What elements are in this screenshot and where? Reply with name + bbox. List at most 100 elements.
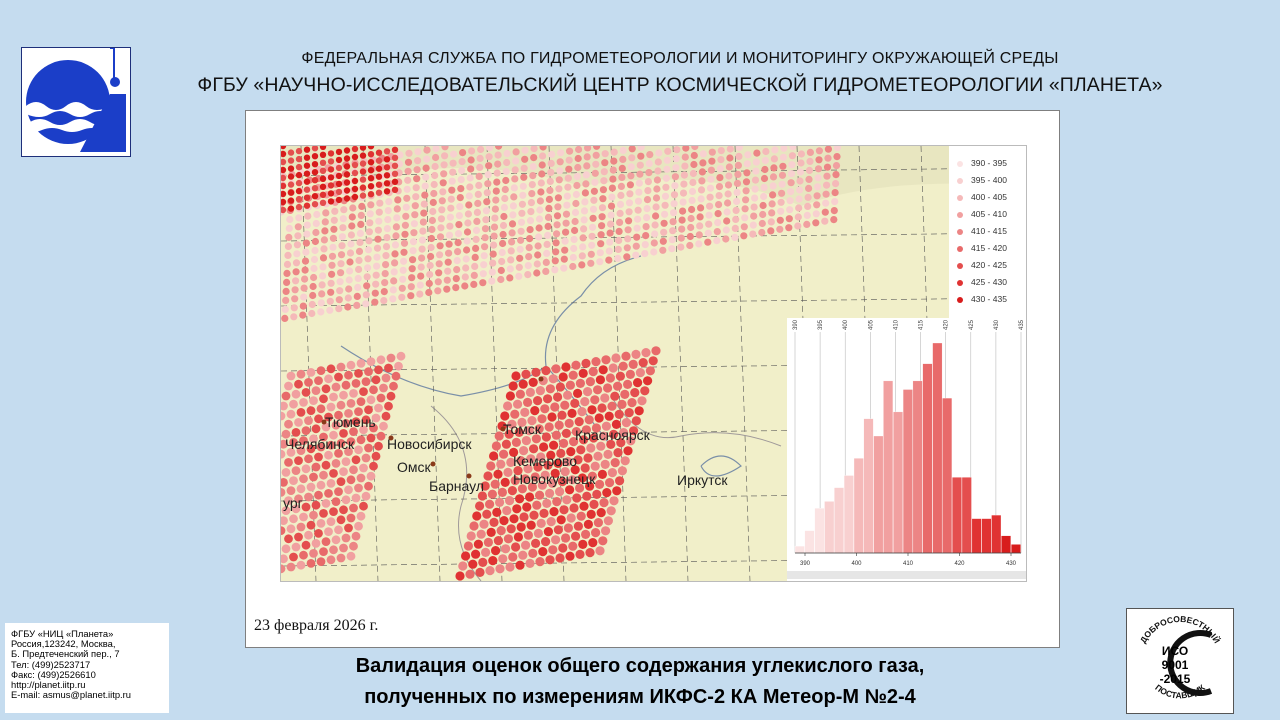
map-canvas [281,146,1026,581]
hist-bar [942,397,953,554]
city-label: Томск [503,421,541,437]
legend-label: 390 - 395 [971,158,1007,168]
hist-bar [873,435,884,554]
histogram: 390 395 400 405 410 415 420 425 430 435 390 400 410 4… [787,318,1026,581]
histogram-chart: 390 395 400 405 410 415 420 425 430 435 390 400 410 4… [787,318,1026,581]
legend-item: 420 - 425 [957,260,1007,276]
legend-item: 415 - 420 [957,243,1007,259]
hist-x-tick: 390 [800,561,811,567]
legend-label: 430 - 435 [971,294,1007,304]
header-line-1: ФЕДЕРАЛЬНАЯ СЛУЖБА ПО ГИДРОМЕТЕОРОЛОГИИ … [301,50,1059,67]
legend-swatch [957,160,963,167]
hist-bar [912,380,923,554]
city-label: Красноярск [575,427,650,443]
legend-item: 425 - 430 [957,277,1007,293]
hist-bar [883,380,894,554]
legend-label: 395 - 400 [971,175,1007,185]
hist-top-tick: 420 [944,319,950,330]
hist-bar [853,458,864,554]
planeta-logo-icon [26,47,126,152]
hist-bar [952,477,962,554]
legend-swatch [957,245,963,252]
slide-title-line-2: полученных по измерениям ИКФС-2 КА Метео… [364,686,916,708]
city-label: Челябинск [285,436,355,452]
hist-bar [794,545,805,554]
legend-label: 420 - 425 [971,260,1007,270]
legend-swatch [957,211,963,218]
map-legend: 390 - 395 395 - 400 400 - 405 405 - 410 410 … [949,146,1026,318]
city-label: Новокузнецк [513,471,596,487]
cert-line-3: -2015 [1160,672,1191,686]
city-label: Кемерово [513,453,577,469]
hist-x-tick: 400 [851,561,862,567]
hist-bar [1011,544,1021,554]
hist-top-tick: 430 [994,319,1000,330]
hist-bar [902,389,913,554]
legend-item: 395 - 400 [957,175,1007,191]
contact-line: E-mail: asmus@planet.iitp.ru [11,689,131,701]
legend-swatch [957,279,963,286]
contact-line: Факс: (499)2526610 [11,668,96,680]
legend-label: 425 - 430 [971,277,1007,287]
legend-swatch [957,296,963,303]
legend-label: 400 - 405 [971,192,1007,202]
legend-item: 405 - 410 [957,209,1007,225]
city-label: Омск [397,459,431,475]
hist-bar [932,342,943,554]
legend-swatch [957,177,963,184]
legend-item: 410 - 415 [957,226,1007,242]
hist-top-tick: 390 [793,319,799,330]
contact-line: Б. Предтеченский пер., 7 [11,648,120,660]
city-label: ург [283,495,303,511]
contact-line: http://planet.iitp.ru [11,679,86,691]
hist-top-tick: 405 [868,319,874,330]
cert-line-2: 9001 [1162,658,1189,672]
legend-item: 390 - 395 [957,158,1007,174]
co2-map: Тюмень Челябинск Новосибирск Омск Барнау… [280,145,1027,582]
hist-bar [804,530,815,554]
legend-item: 430 - 435 [957,294,1007,310]
hist-x-tick: 420 [954,561,965,567]
planeta-logo [21,47,131,157]
hist-top-tick: 400 [843,319,849,330]
hist-top-tick: 435 [1019,319,1025,330]
city-label: Тюмень [325,414,376,430]
legend-label: 415 - 420 [971,243,1007,253]
hist-top-tick: 410 [893,319,899,330]
hist-top-tick: 415 [919,319,925,330]
hist-bar [961,477,972,554]
hist-bar [971,518,982,554]
contact-line: Тел: (499)2523717 [11,658,91,670]
city-label: Барнаул [429,478,484,494]
hist-bar [922,363,933,554]
hist-bar [843,475,854,554]
hist-bar [814,508,825,554]
hist-x-tick: 430 [1006,561,1017,567]
hist-bar [981,518,992,554]
legend-swatch [957,228,963,235]
hist-bar [991,514,1002,554]
legend-label: 410 - 415 [971,226,1007,236]
legend-item: 400 - 405 [957,192,1007,208]
hist-bar [834,487,844,554]
header-line-2: ФГБУ «НАУЧНО-ИССЛЕДОВАТЕЛЬСКИЙ ЦЕНТР КОС… [197,74,1163,96]
hist-x-tick: 410 [903,561,914,567]
hist-top-tick: 425 [969,319,975,330]
contact-line: ФГБУ «НИЦ «Планета» [11,628,114,639]
slide-title: Валидация оценок общего содержания углек… [250,651,1030,713]
hist-bar [1001,535,1011,554]
legend-swatch [957,262,963,269]
contact-block: ФГБУ «НИЦ «Планета» Россия,123242, Москв… [5,623,169,713]
hist-bar [863,418,874,554]
cert-line-1: ИСО [1162,644,1188,658]
hist-bar [893,411,903,554]
slide-title-line-1: Валидация оценок общего содержания углек… [355,655,925,677]
hist-top-tick: 395 [818,319,824,330]
certificate-icon: ДОБРОСОВЕСТНЫЙ ПОСТАВЩИК ИСО 9001 -2015 [1138,614,1223,701]
legend-swatch [957,194,963,201]
legend-label: 405 - 410 [971,209,1007,219]
hist-bar [824,501,835,554]
date-label: 23 февраля 2026 г. [254,617,379,634]
certificate-badge: ДОБРОСОВЕСТНЫЙ ПОСТАВЩИК ИСО 9001 -2015 [1126,608,1234,714]
content-panel: Тюмень Челябинск Новосибирск Омск Барнау… [245,110,1060,648]
